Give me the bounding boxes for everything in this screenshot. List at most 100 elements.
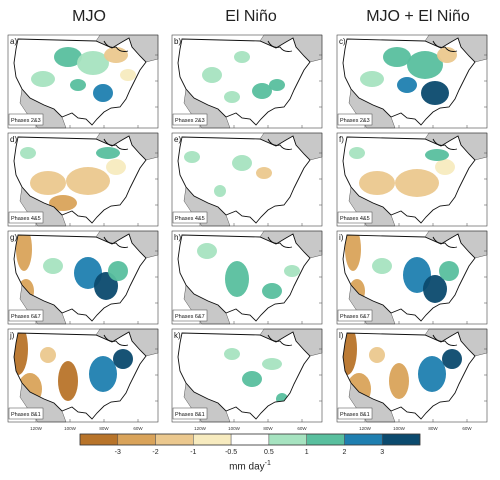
phase-label-box xyxy=(172,113,208,126)
phase-label-box xyxy=(8,211,44,224)
map-panel: a) Phases 2&3 xyxy=(7,34,159,129)
colorbar-title: mm day-1 xyxy=(0,460,500,472)
map-panel: j) Phases 8&1 xyxy=(7,328,159,423)
map-frame xyxy=(7,34,159,129)
anomaly-patch xyxy=(120,69,136,81)
colorbar-segment xyxy=(381,433,421,446)
anomaly-patch xyxy=(407,51,443,79)
anomaly-patch xyxy=(89,356,117,392)
map-frame xyxy=(7,132,159,227)
panel-letter: d) xyxy=(10,135,17,144)
anomaly-patch xyxy=(284,265,300,277)
panel-letter: e) xyxy=(174,135,181,144)
map-frame xyxy=(171,132,323,227)
longitude-tick-label: 60W xyxy=(297,426,307,431)
anomaly-patch xyxy=(214,185,226,197)
colorbar-segment xyxy=(268,433,307,446)
panel-letter: h) xyxy=(174,233,181,242)
us-coastline xyxy=(177,331,311,420)
great-lakes-outline xyxy=(432,138,458,150)
anomaly-patch xyxy=(113,349,133,369)
phase-label: Phases 2&3 xyxy=(175,118,205,124)
phase-label: Phases 6&7 xyxy=(340,314,370,320)
map-panel: g) Phases 6&7 xyxy=(7,230,159,325)
panel-letter: a) xyxy=(10,37,17,46)
great-lakes-outline xyxy=(103,138,129,150)
colorbar-tick-label: -1 xyxy=(190,449,197,456)
phase-label: Phases 6&7 xyxy=(175,314,205,320)
phase-label: Phases 8&1 xyxy=(11,412,41,418)
longitude-tick-label: 120W xyxy=(30,426,43,431)
precip-anomaly-field xyxy=(202,51,285,103)
map-frame xyxy=(336,328,488,423)
anomaly-patch xyxy=(383,47,411,67)
great-lakes-outline xyxy=(103,236,129,248)
colorbar-segment xyxy=(344,433,383,446)
anomaly-patch xyxy=(31,71,55,87)
phase-label-box xyxy=(337,211,373,224)
precip-anomaly-field xyxy=(345,234,459,303)
map-frame xyxy=(171,230,323,325)
great-lakes-outline xyxy=(267,334,293,346)
us-coastline xyxy=(342,233,476,322)
column-title-mjo-el-nino: MJO + El Niño xyxy=(366,8,470,25)
anomaly-patch xyxy=(66,167,110,195)
anomaly-patch xyxy=(224,348,240,360)
us-coastline xyxy=(13,233,147,322)
longitude-tick-label: 60W xyxy=(133,426,143,431)
colorbar-segment xyxy=(79,433,119,446)
us-coastline xyxy=(342,331,476,420)
anomaly-patch xyxy=(262,283,282,299)
colorbar-unit: mm day xyxy=(229,461,265,473)
phase-label: Phases 4&5 xyxy=(175,216,205,222)
anomaly-patch xyxy=(242,371,262,387)
map-panel: e) Phases 4&5 xyxy=(171,132,323,227)
anomaly-patch xyxy=(252,83,272,99)
panel-letter: k) xyxy=(174,331,181,340)
colorbar-segment xyxy=(155,433,194,446)
great-lakes-outline xyxy=(267,138,293,150)
phase-label-box xyxy=(337,113,373,126)
map-panel: l) Phases 8&1 xyxy=(336,328,488,423)
us-coastline xyxy=(342,135,476,224)
anomaly-patch xyxy=(343,332,357,375)
longitude-tick-label: 80W xyxy=(428,426,438,431)
panel-letter: j) xyxy=(9,331,15,340)
phase-label: Phases 4&5 xyxy=(11,216,41,222)
anomaly-patch xyxy=(104,47,128,63)
map-frame xyxy=(336,230,488,325)
panel-letter: c) xyxy=(339,37,346,46)
longitude-tick-label: 80W xyxy=(99,426,109,431)
anomaly-patch xyxy=(30,171,66,195)
anomaly-patch xyxy=(93,84,113,102)
precip-anomaly-field xyxy=(343,332,462,405)
anomaly-patch xyxy=(54,47,82,67)
anomaly-patch xyxy=(372,258,392,274)
great-lakes-outline xyxy=(267,236,293,248)
phase-label: Phases 4&5 xyxy=(340,216,370,222)
column-title-mjo: MJO xyxy=(72,8,106,25)
anomaly-patch xyxy=(439,261,459,281)
anomaly-patch xyxy=(262,358,282,370)
us-coastline xyxy=(177,135,311,224)
great-lakes-outline xyxy=(267,40,293,52)
longitude-tick-label: 120W xyxy=(359,426,372,431)
anomaly-patch xyxy=(256,167,272,179)
colorbar-tick-label: 1 xyxy=(304,449,309,456)
colorbar-tick-label: -3 xyxy=(114,449,121,456)
anomaly-patch xyxy=(425,149,449,161)
panel-letter: g) xyxy=(10,233,17,242)
anomaly-patch xyxy=(224,91,240,103)
anomaly-patch xyxy=(345,234,361,271)
colorbar-tick-label: 2 xyxy=(342,449,347,456)
phase-label-box xyxy=(8,407,44,420)
map-panel: h) Phases 6&7 xyxy=(171,230,323,325)
phase-label-box xyxy=(172,309,208,322)
anomaly-patch xyxy=(395,169,439,197)
precip-anomaly-field xyxy=(184,151,272,197)
colorbar-unit-exponent: -1 xyxy=(264,460,271,467)
map-frame xyxy=(171,34,323,129)
anomaly-patch xyxy=(49,195,77,211)
map-panel: k) Phases 8&1 xyxy=(171,328,323,423)
